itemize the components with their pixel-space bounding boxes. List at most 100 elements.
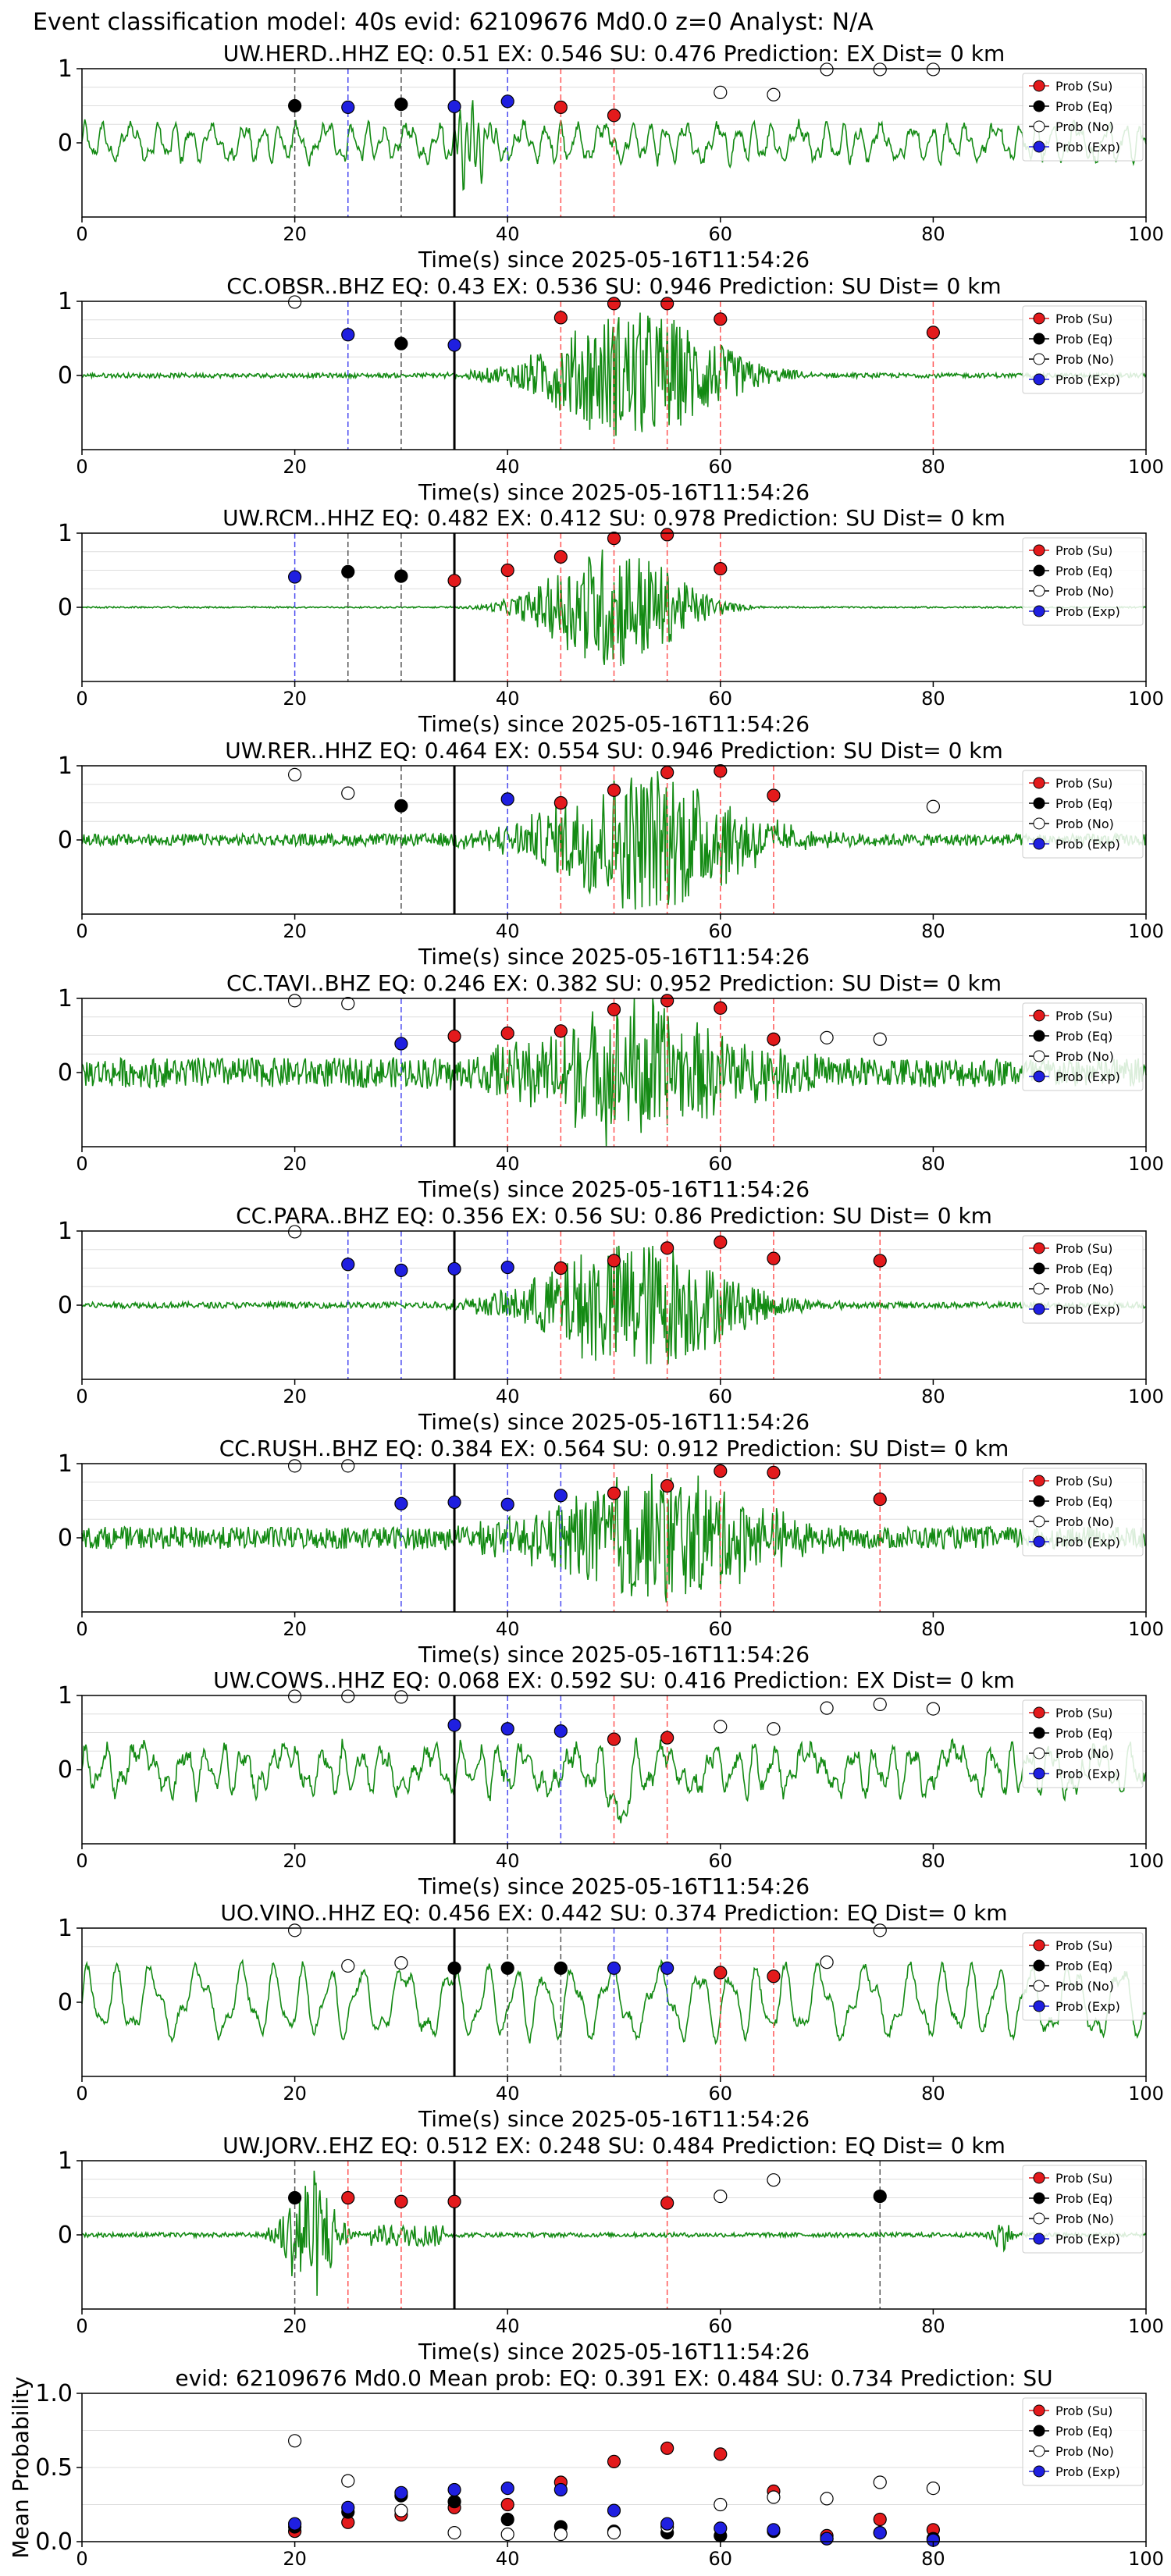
- prob-marker-no: [607, 2526, 621, 2540]
- prob-marker-no: [714, 2190, 728, 2204]
- legend-entry-su: Prob (Su): [1055, 311, 1112, 326]
- x-axis-label: Time(s) since 2025-05-16T11:54:26: [418, 1873, 810, 1899]
- x-tick-label: 20: [283, 688, 307, 710]
- x-tick-label: 100: [1128, 456, 1164, 478]
- panel-title: UO.VINO..HHZ EQ: 0.456 EX: 0.442 SU: 0.3…: [220, 1900, 1007, 1926]
- x-axis-label: Time(s) since 2025-05-16T11:54:26: [418, 944, 810, 970]
- legend-entry-eq: Prob (Eq): [1055, 332, 1112, 347]
- legend-entry-exp: Prob (Exp): [1055, 1302, 1120, 1317]
- x-tick-label: 20: [283, 2315, 307, 2337]
- legend-marker-0: [1033, 1009, 1045, 1022]
- prob-marker-eq: [394, 336, 408, 350]
- x-tick-label: 100: [1128, 1850, 1164, 1872]
- prob-marker-eq: [553, 1961, 568, 1975]
- prob-marker-eq: [500, 2512, 514, 2527]
- prob-marker-su: [660, 2196, 674, 2210]
- waveform-trace: [81, 771, 1147, 910]
- prob-marker-su: [500, 563, 514, 578]
- panel-title: UW.RCM..HHZ EQ: 0.482 EX: 0.412 SU: 0.97…: [222, 505, 1005, 531]
- legend-marker-3: [1033, 2000, 1045, 2012]
- legend-entry-eq: Prob (Eq): [1055, 1029, 1112, 1044]
- prob-marker-no: [873, 62, 887, 76]
- prob-marker-no: [714, 85, 728, 100]
- legend-marker-2: [1033, 2445, 1045, 2457]
- x-tick-label: 80: [921, 2548, 945, 2570]
- x-tick-label: 40: [496, 1618, 520, 1640]
- prob-marker-no: [288, 1689, 302, 1703]
- prob-marker-su: [553, 795, 568, 810]
- prob-marker-eq: [394, 98, 408, 112]
- prob-marker-su: [553, 100, 568, 114]
- x-tick-label: 100: [1128, 2548, 1164, 2570]
- prob-marker-exp: [394, 1037, 408, 1051]
- station-panel-10: UW.JORV..EHZ EQ: 0.512 EX: 0.248 SU: 0.4…: [58, 2133, 1164, 2364]
- x-tick-label: 60: [709, 2548, 733, 2570]
- legend-marker-1: [1033, 333, 1045, 345]
- legend-entry-su: Prob (Su): [1055, 1009, 1112, 1023]
- prob-marker-no: [767, 1722, 781, 1736]
- x-tick-label: 0: [76, 2548, 87, 2570]
- x-tick-label: 80: [921, 1386, 945, 1407]
- legend-entry-exp: Prob (Exp): [1055, 372, 1120, 387]
- legend-marker-3: [1033, 2465, 1045, 2478]
- station-panel-4: UW.RER..HHZ EQ: 0.464 EX: 0.554 SU: 0.94…: [58, 738, 1164, 970]
- prob-marker-su: [767, 1251, 781, 1265]
- prob-marker-no: [873, 1032, 887, 1046]
- x-tick-label: 0: [76, 920, 87, 942]
- prob-marker-su: [553, 1261, 568, 1276]
- prob-marker-su: [607, 297, 621, 311]
- legend-entry-eq: Prob (Eq): [1055, 564, 1112, 578]
- station-panel-1: UW.HERD..HHZ EQ: 0.51 EX: 0.546 SU: 0.47…: [58, 41, 1164, 272]
- prob-marker-no: [341, 786, 355, 800]
- legend-marker-2: [1033, 2212, 1045, 2225]
- prob-marker-no: [341, 1459, 355, 1473]
- legend-marker-0: [1033, 1242, 1045, 1254]
- x-tick-label: 80: [921, 456, 945, 478]
- prob-marker-su: [714, 312, 728, 326]
- prob-marker-exp: [394, 1496, 408, 1510]
- legend-entry-eq: Prob (Eq): [1055, 1726, 1112, 1741]
- prob-marker-exp: [394, 1263, 408, 1277]
- x-tick-label: 100: [1128, 2315, 1164, 2337]
- legend-marker-3: [1033, 1303, 1045, 1315]
- prob-marker-su: [767, 788, 781, 802]
- station-panel-2: CC.OBSR..BHZ EQ: 0.43 EX: 0.536 SU: 0.94…: [58, 273, 1164, 505]
- x-axis-label: Time(s) since 2025-05-16T11:54:26: [418, 2106, 810, 2132]
- y-tick-label: 0.0: [35, 2528, 73, 2556]
- prob-marker-exp: [341, 100, 355, 114]
- legend-entry-su: Prob (Su): [1055, 79, 1112, 94]
- prob-marker-eq: [500, 1961, 514, 1975]
- prob-marker-eq: [341, 564, 355, 579]
- panel-title: UW.JORV..EHZ EQ: 0.512 EX: 0.248 SU: 0.4…: [222, 2133, 1005, 2158]
- legend-entry-no: Prob (No): [1055, 1979, 1114, 1994]
- prob-marker-exp: [820, 2532, 834, 2546]
- legend-marker-0: [1033, 1939, 1045, 1952]
- prob-marker-su: [394, 2194, 408, 2208]
- x-tick-label: 60: [709, 223, 733, 245]
- x-tick-label: 100: [1128, 920, 1164, 942]
- prob-marker-eq: [288, 2190, 302, 2205]
- prob-marker-su: [447, 574, 461, 588]
- legend-box: [1022, 1699, 1144, 1788]
- prob-marker-exp: [500, 1722, 514, 1736]
- station-panel-6: CC.PARA..BHZ EQ: 0.356 EX: 0.56 SU: 0.86…: [58, 1203, 1164, 1435]
- legend-entry-eq: Prob (Eq): [1055, 796, 1112, 811]
- legend-marker-0: [1033, 312, 1045, 325]
- waveform-trace: [81, 550, 1147, 667]
- legend-marker-1: [1033, 2425, 1045, 2437]
- prob-marker-su: [500, 2497, 514, 2512]
- prob-marker-no: [926, 1702, 941, 1716]
- x-tick-label: 80: [921, 1618, 945, 1640]
- prob-marker-no: [553, 2527, 568, 2542]
- prob-marker-no: [341, 2474, 355, 2488]
- x-tick-label: 0: [76, 1153, 87, 1175]
- x-tick-label: 60: [709, 2315, 733, 2337]
- prob-marker-exp: [394, 2485, 408, 2500]
- x-tick-label: 20: [283, 2548, 307, 2570]
- x-tick-label: 20: [283, 1386, 307, 1407]
- x-axis-label: Time(s) since 2025-05-16T11:54:26: [418, 1409, 810, 1435]
- y-tick-label: 1: [58, 753, 73, 780]
- x-tick-label: 60: [709, 1850, 733, 1872]
- legend-box: [1022, 2397, 1144, 2486]
